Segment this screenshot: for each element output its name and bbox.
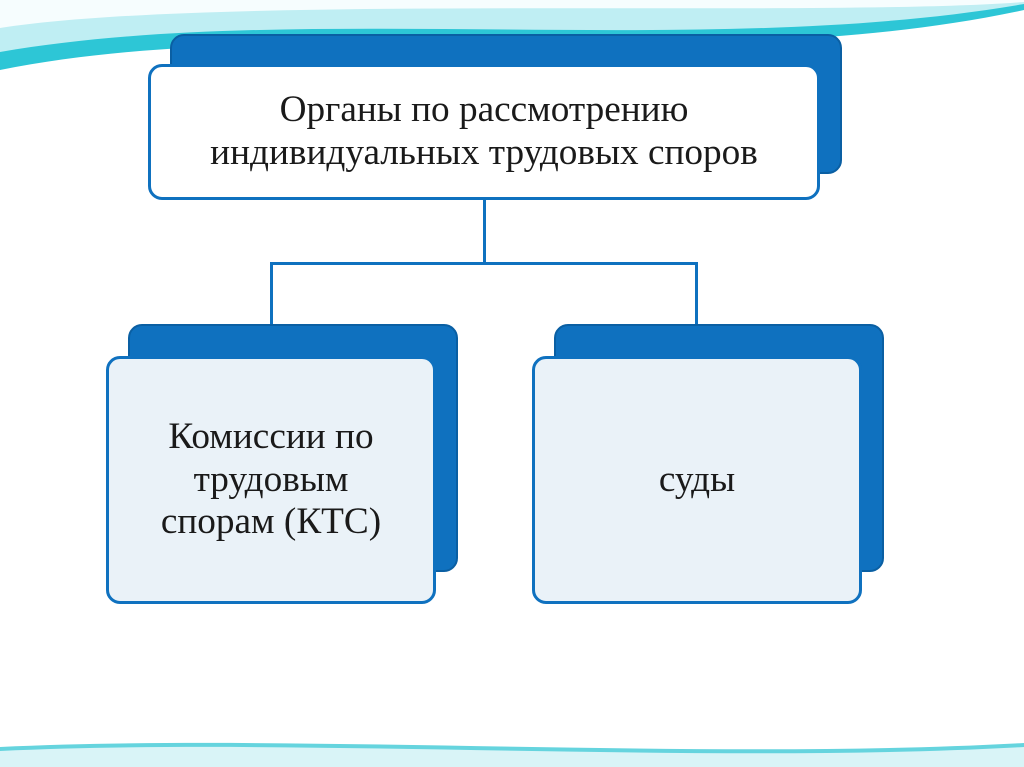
child-node-courts-label: суды: [659, 459, 735, 502]
child-node-kts-label: Комиссии по трудовым спорам (КТС): [133, 416, 409, 544]
connector-down1: [270, 262, 273, 324]
connector-down2: [695, 262, 698, 324]
bottom-band-svg: [0, 739, 1024, 767]
connector-root: [483, 200, 486, 262]
connector-hbar: [270, 262, 698, 265]
child-node-kts-front: Комиссии по трудовым спорам (КТС): [106, 356, 436, 604]
decor-bottom-band: [0, 739, 1024, 767]
slide: Органы по рассмотрению индивидуальных тр…: [0, 0, 1024, 767]
child-node-courts-front: суды: [532, 356, 862, 604]
root-node-label: Органы по рассмотрению индивидуальных тр…: [175, 89, 793, 175]
root-node-front: Органы по рассмотрению индивидуальных тр…: [148, 64, 820, 200]
